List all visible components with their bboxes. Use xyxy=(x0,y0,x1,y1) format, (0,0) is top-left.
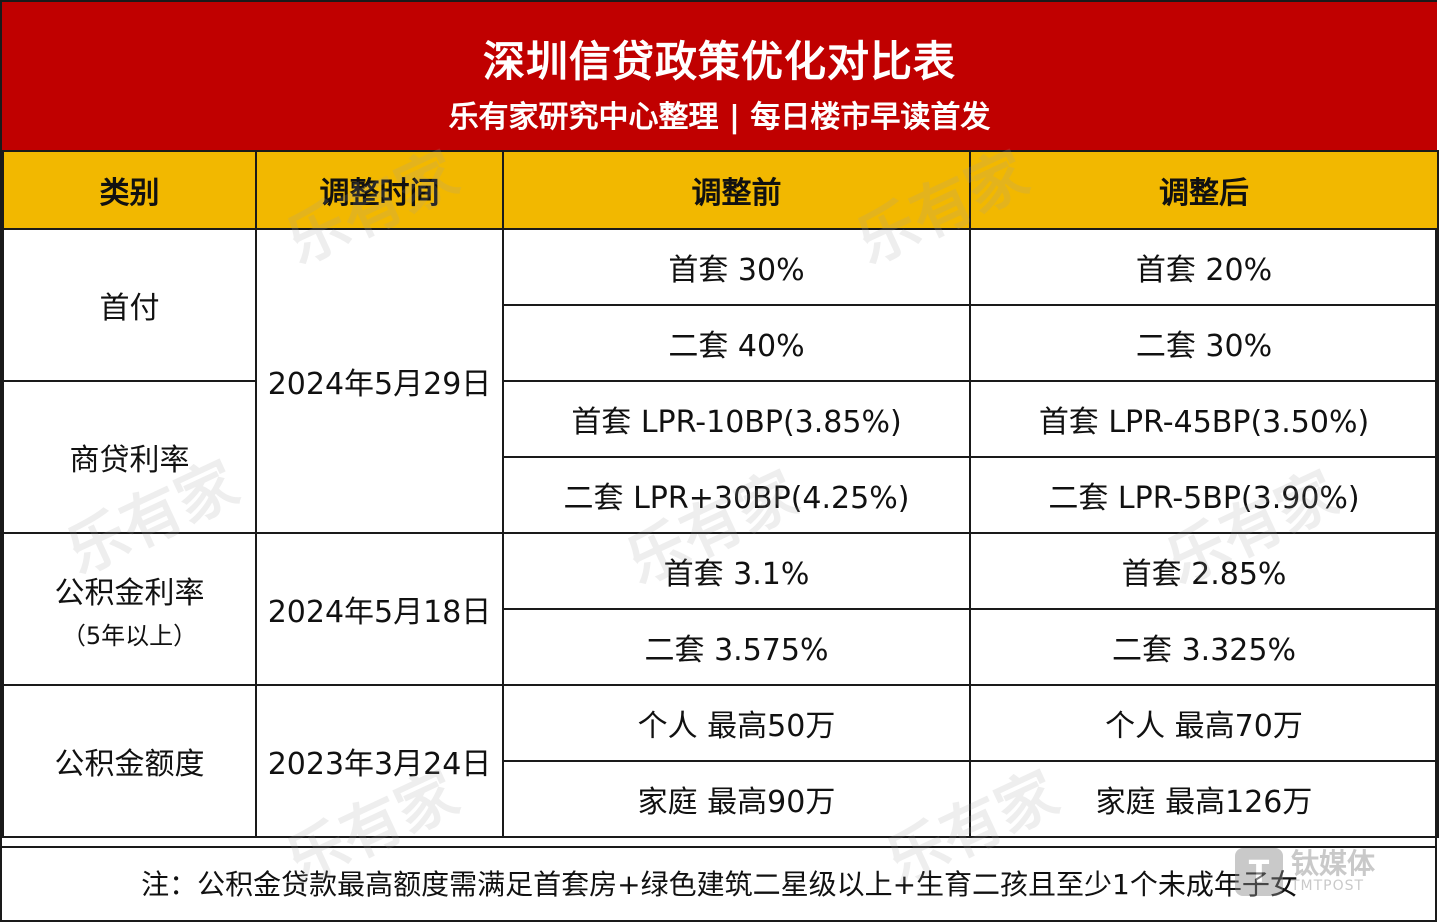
category-cell: 公积金利率 （5年以上） xyxy=(2,532,257,686)
category-note: （5年以上） xyxy=(61,621,198,650)
tmtpost-logo-text-group: 钛媒体 TMTPOST xyxy=(1291,847,1376,895)
before-cell: 二套 3.575% xyxy=(502,608,971,686)
before-cell: 首套 30% xyxy=(502,228,971,306)
tmtpost-logo-icon: T xyxy=(1235,848,1283,896)
after-cell: 首套 LPR-45BP(3.50%) xyxy=(969,380,1439,458)
before-cell: 首套 LPR-10BP(3.85%) xyxy=(502,380,971,458)
column-header-after: 调整后 xyxy=(969,150,1439,230)
tmtpost-logo: T 钛媒体 TMTPOST xyxy=(1235,848,1375,896)
category-label: 首付 xyxy=(99,291,160,326)
category-label: 公积金利率 xyxy=(54,575,205,611)
column-header-row: 类别 调整时间 调整前 调整后 xyxy=(2,150,1439,230)
table-row: 家庭 最高90万 家庭 最高126万 xyxy=(3,760,1439,838)
tmtpost-logo-text: 钛媒体 xyxy=(1291,847,1376,880)
column-header-before: 调整前 xyxy=(502,150,971,230)
date-label: 2024年5月29日 xyxy=(267,367,492,402)
table-row: 二套 LPR+30BP(4.25%) 二套 LPR-5BP(3.90%) xyxy=(3,456,1439,534)
before-cell: 个人 最高50万 xyxy=(502,684,971,762)
table-row: 商贷利率 首套 LPR-10BP(3.85%) 首套 LPR-45BP(3.50… xyxy=(2,380,1439,534)
table-row: 公积金利率 （5年以上） 2024年5月18日 首套 3.1% 首套 2.85% xyxy=(2,532,1439,686)
after-cell: 首套 2.85% xyxy=(969,532,1439,610)
date-cell: 2024年5月29日 xyxy=(255,228,504,534)
before-cell: 家庭 最高90万 xyxy=(502,760,971,838)
tmtpost-logo-sub: TMTPOST xyxy=(1291,878,1365,894)
after-cell: 个人 最高70万 xyxy=(969,684,1439,762)
table-header: 深圳信贷政策优化对比表 乐有家研究中心整理 | 每日楼市早读首发 xyxy=(2,2,1437,150)
date-cell: 2023年3月24日 xyxy=(255,684,504,838)
table-row: 公积金额度 2023年3月24日 个人 最高50万 个人 最高70万 xyxy=(2,684,1439,838)
comparison-table: 类别 调整时间 调整前 调整后 首付 2024年5月29日 首套 30% 首套 … xyxy=(2,150,1439,838)
column-header-category: 类别 xyxy=(2,150,257,230)
footnote: 注：公积金贷款最高额度需满足首套房+绿色建筑二星级以上+生育二孩且至少1个未成年… xyxy=(2,846,1437,922)
before-cell: 首套 3.1% xyxy=(502,532,971,610)
date-cell: 2024年5月18日 xyxy=(255,532,504,686)
after-cell: 家庭 最高126万 xyxy=(969,760,1439,838)
before-cell: 二套 40% xyxy=(502,304,971,382)
after-cell: 二套 30% xyxy=(969,304,1439,382)
after-cell: 二套 3.325% xyxy=(969,608,1439,686)
table-row: 首付 2024年5月29日 首套 30% 首套 20% xyxy=(2,228,1439,534)
date-label: 2024年5月18日 xyxy=(267,595,492,630)
table-row: 二套 3.575% 二套 3.325% xyxy=(3,608,1439,686)
after-cell: 首套 20% xyxy=(969,228,1439,306)
category-cell: 公积金额度 xyxy=(2,684,257,838)
category-label: 公积金额度 xyxy=(54,747,205,782)
page-title: 深圳信贷政策优化对比表 xyxy=(482,37,956,86)
date-label: 2023年3月24日 xyxy=(267,747,492,782)
page-subtitle: 乐有家研究中心整理 | 每日楼市早读首发 xyxy=(448,100,991,135)
before-cell: 二套 LPR+30BP(4.25%) xyxy=(502,456,971,534)
category-cell: 首付 xyxy=(2,228,257,382)
category-cell: 商贷利率 xyxy=(2,380,257,534)
column-header-date: 调整时间 xyxy=(255,150,504,230)
category-label: 商贷利率 xyxy=(69,443,190,478)
table-row: 二套 40% 二套 30% xyxy=(3,304,1439,382)
after-cell: 二套 LPR-5BP(3.90%) xyxy=(969,456,1439,534)
